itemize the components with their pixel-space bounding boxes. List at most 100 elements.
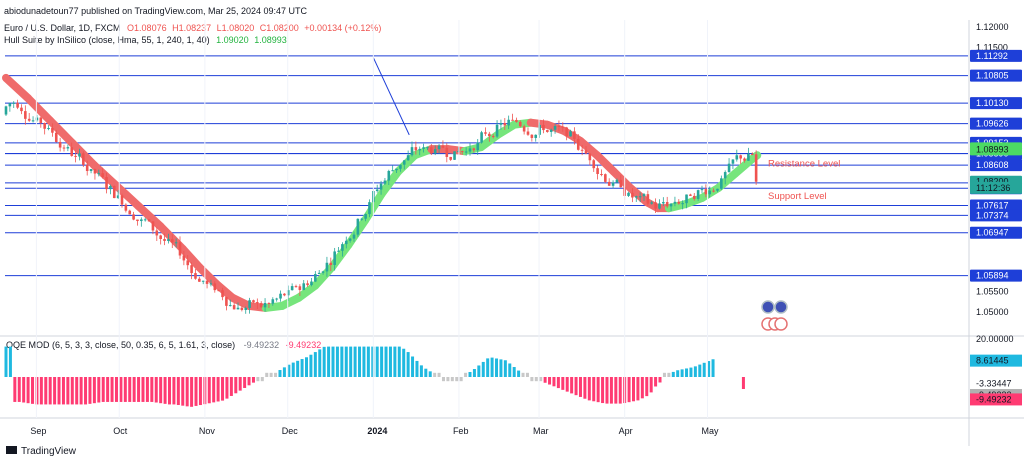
level-price-badge [970,269,1022,282]
qqe-bar [671,371,675,377]
candle-body [275,298,278,300]
candle-body [426,147,429,149]
qqe-bar [92,377,96,404]
candle-body [186,260,190,266]
footer-brand: TradingView [21,446,77,457]
price-tick-label: 1.05000 [976,307,1009,317]
time-axis: Sep Oct Nov Dec 2024 Feb Mar Apr May [30,20,719,436]
event-flag-icon[interactable] [761,300,775,314]
candle-body [213,283,217,291]
candle-body [51,128,54,133]
candle-body [402,160,406,165]
candle-body [128,210,132,215]
qqe-bar [13,377,17,402]
qqe-badge-text: 8.61445 [976,356,1009,366]
qqe-bar [17,377,21,402]
qqe-bar [517,370,521,377]
level-price-badge [970,226,1022,239]
candle-body [217,290,220,292]
time-tick-label: 2024 [367,426,387,436]
candle-body [259,303,263,308]
candle-body [368,202,371,215]
qqe-bar [464,372,468,377]
qqe-bar [534,377,538,382]
qqe-bar [446,377,450,382]
level-annotation[interactable]: Resistance Level [768,158,840,169]
candle-body [716,188,719,191]
qqe-bar [300,359,304,377]
ohlc-low: L1.08020 [217,23,255,33]
candle-body [468,148,472,152]
qqe-bar [221,377,225,401]
qqe-bar [163,377,167,404]
qqe-bar [499,359,503,377]
qqe-bar [304,357,308,377]
candle-body [317,272,321,275]
candle-body [143,219,147,221]
qqe-bar [468,372,472,377]
ohlc-high: H1.08237 [172,23,211,33]
candle-body [673,201,677,204]
qqe-bar [296,360,300,377]
qqe-bar [508,363,512,377]
candle-body [511,119,514,121]
qqe-bar [119,377,123,402]
current-price-badge [970,143,1022,156]
qqe-bar [35,377,39,405]
candle-body [561,126,565,128]
event-flag-icon[interactable] [774,300,788,314]
candles-layer [4,99,758,314]
current-price-badge-text: 11:12:36 [976,183,1010,193]
qqe-bar [344,346,348,377]
qqe-bar [335,346,339,377]
candle-body [236,307,240,310]
candle-body [294,286,298,288]
qqe-bar [22,377,26,403]
qqe-bar [159,377,163,404]
level-price-badge [970,117,1022,130]
candle-body [163,238,166,241]
level-price-badge-text: 1.09626 [976,119,1009,129]
qqe-bar [88,377,92,404]
qqe-bar [243,377,247,388]
qqe-badge-text: -3.33447 [976,378,1012,388]
level-price-badge-text: 1.07374 [976,210,1009,220]
qqe-bar [194,377,198,406]
hull-segment [178,244,204,272]
candle-body [151,221,155,231]
level-annotation[interactable]: Support Level [768,191,827,202]
qqe-bar [636,377,640,401]
qqe-bar [596,377,600,403]
candle-body [97,173,101,175]
event-flag-icon[interactable] [774,317,788,331]
candle-body [337,250,340,252]
candle-body [576,138,580,150]
candle-body [518,121,522,127]
qqe-bar [676,370,680,377]
candle-body [159,235,162,239]
qqe-bar [689,367,693,377]
current-price-badge [970,181,1022,194]
candle-body [615,179,619,183]
level-price-badge [970,49,1022,62]
candle-body [101,173,104,178]
qqe-bar [402,348,406,377]
candle-body [58,141,62,148]
qqe-bar [455,377,459,382]
qqe-bar [428,371,432,377]
qqe-bar [741,377,745,389]
qqe-bar [486,358,490,377]
candle-body [546,130,549,132]
indicator-value-1: 1.09020 [216,35,249,45]
event-icons[interactable] [761,300,788,331]
qqe-bar [419,365,423,377]
candle-body [418,148,422,151]
qqe-bar [632,377,636,402]
time-tick-label: Nov [199,426,216,436]
candle-body [445,147,449,157]
qqe-bar [229,377,233,396]
candle-body [12,102,16,104]
qqe-bar [39,377,43,405]
trendline[interactable] [372,57,410,136]
